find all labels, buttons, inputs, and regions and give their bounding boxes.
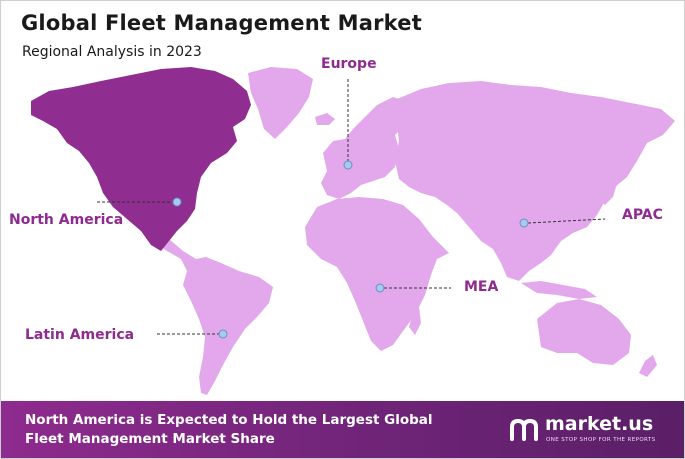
- footer-banner: North America is Expected to Hold the La…: [1, 401, 684, 458]
- map-region-latin-america: [151, 233, 273, 395]
- page-title: Global Fleet Management Market: [21, 11, 422, 35]
- apac-label: APAC: [622, 207, 663, 223]
- map-region-europe: [321, 97, 411, 199]
- europe-marker: [343, 160, 353, 170]
- market-us-logo-icon: [510, 418, 538, 441]
- map-region-greenland: [248, 67, 313, 139]
- mea-label: MEA: [464, 279, 499, 295]
- latin-america-label: Latin America: [25, 327, 135, 343]
- map-region-africa: [305, 197, 449, 351]
- footer-text: North America is Expected to Hold the La…: [25, 412, 433, 447]
- mea-marker: [375, 283, 385, 293]
- logo-tagline: ONE STOP SHOP FOR THE REPORTS: [546, 437, 656, 443]
- map-region-asia: [395, 81, 675, 281]
- map-region-iceland: [315, 113, 335, 125]
- page-subtitle: Regional Analysis in 2023: [22, 44, 202, 60]
- map-region-japan: [599, 169, 619, 205]
- latin-america-marker: [218, 329, 228, 339]
- apac-marker: [519, 218, 529, 228]
- europe-label: Europe: [321, 56, 377, 72]
- map-region-australia: [537, 299, 631, 365]
- map-region-indonesia: [521, 281, 597, 299]
- brand-logo: market.us ONE STOP SHOP FOR THE REPORTS: [509, 413, 669, 447]
- map-region-uk: [331, 143, 343, 163]
- north-america-marker: [172, 197, 182, 207]
- map-region-north-america: [31, 67, 251, 251]
- map-region-new-zealand: [639, 355, 657, 377]
- apac-leader-line: [527, 218, 606, 224]
- north-america-label: North America: [9, 212, 124, 228]
- logo-wordmark: market.us: [545, 413, 654, 435]
- map-region-madagascar: [409, 307, 421, 335]
